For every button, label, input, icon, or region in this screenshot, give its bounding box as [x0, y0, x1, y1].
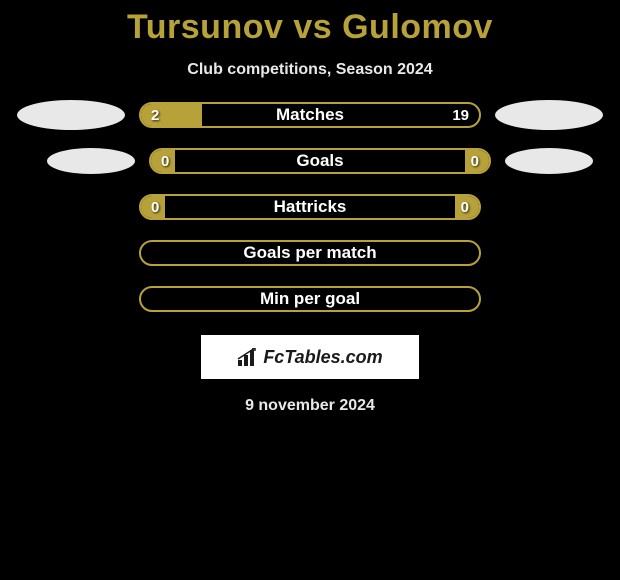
spacer	[17, 238, 125, 268]
logo-text: FcTables.com	[263, 347, 382, 368]
stat-bar: Min per goal	[139, 286, 481, 312]
stat-label: Hattricks	[141, 196, 479, 218]
chart-row: 00Goals	[0, 147, 620, 175]
comparison-chart: 219Matches 00Goals 00Hattricks Goals per ma…	[0, 101, 620, 313]
stat-bar: 00Hattricks	[139, 194, 481, 220]
fctables-logo: FcTables.com	[237, 347, 382, 368]
chart-row: Min per goal	[0, 285, 620, 313]
bars-icon	[237, 348, 259, 366]
stat-bar: Goals per match	[139, 240, 481, 266]
spacer	[495, 238, 603, 268]
stat-bar: 00Goals	[149, 148, 491, 174]
stat-label: Matches	[141, 104, 479, 126]
player-left-ellipse	[47, 148, 135, 174]
stat-label: Goals	[151, 150, 489, 172]
spacer	[17, 192, 125, 222]
chart-row: Goals per match	[0, 239, 620, 267]
chart-row: 00Hattricks	[0, 193, 620, 221]
stat-label: Goals per match	[141, 242, 479, 264]
spacer	[495, 284, 603, 314]
stat-bar: 219Matches	[139, 102, 481, 128]
player-right-ellipse	[495, 100, 603, 130]
subtitle: Club competitions, Season 2024	[0, 61, 620, 79]
stat-label: Min per goal	[141, 288, 479, 310]
logo-box: FcTables.com	[201, 335, 419, 379]
player-left-ellipse	[17, 100, 125, 130]
player-right-ellipse	[505, 148, 593, 174]
spacer	[495, 192, 603, 222]
spacer	[17, 284, 125, 314]
chart-row: 219Matches	[0, 101, 620, 129]
date-line: 9 november 2024	[0, 397, 620, 415]
page-title: Tursunov vs Gulomov	[0, 0, 620, 47]
